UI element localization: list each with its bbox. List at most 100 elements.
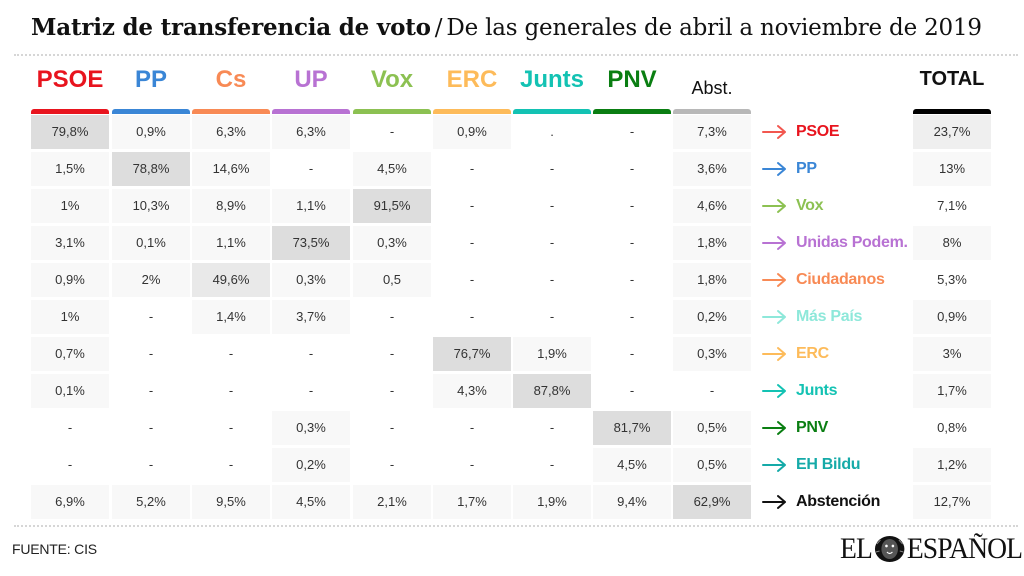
total-cell: 1,2% [913,448,991,482]
arrow-right-icon [762,310,786,324]
column-bar-psoe [31,109,109,114]
matrix-cell: 1,5% [31,152,109,186]
total-cell: 0,9% [913,300,991,334]
matrix-cell: 4,5% [593,448,671,482]
matrix-cell: - [433,189,511,223]
matrix-cell: 3,1% [31,226,109,260]
column-bar-pp [112,109,190,114]
matrix-cell: 6,9% [31,485,109,519]
row-label-pp: PP [760,152,817,186]
matrix-cell: - [112,411,190,445]
matrix-cell: 1,9% [513,485,591,519]
matrix-cell: - [192,448,270,482]
matrix-cell: 1,8% [673,263,751,297]
matrix-cell: - [433,226,511,260]
matrix-cell: - [272,374,350,408]
column-bar-vox [353,109,431,114]
matrix-cell: 81,7% [593,411,671,445]
row-label-text: Vox [796,197,824,214]
total-cell: 1,7% [913,374,991,408]
matrix-cell: 8,9% [192,189,270,223]
arrow-right-icon [762,495,786,509]
matrix-cell: 0,9% [112,115,190,149]
column-header-up: UP [294,66,328,93]
arrow-right-icon [762,347,786,361]
title-separator: / [434,15,443,41]
matrix-cell: 0,3% [272,263,350,297]
column-header-psoe: PSOE [36,66,104,93]
matrix-cell: 73,5% [272,226,350,260]
arrow-right-icon [762,273,786,287]
matrix-cell: 1,8% [673,226,751,260]
matrix-cell: 91,5% [353,189,431,223]
matrix-cell: 78,8% [112,152,190,186]
total-cell: 5,3% [913,263,991,297]
matrix-cell: 76,7% [433,337,511,371]
row-label-vox: Vox [760,189,824,223]
matrix-cell: 4,3% [433,374,511,408]
row-label-erc: ERC [760,337,829,371]
matrix-cell: - [433,152,511,186]
column-bar-cs [192,109,270,114]
matrix-cell: - [593,263,671,297]
row-label-eh-bildu: EH Bildu [760,448,861,482]
chart-title: Matriz de transferencia de voto / De las g… [31,14,982,41]
row-label-text: EH Bildu [796,456,861,473]
matrix-cell: - [513,448,591,482]
matrix-cell: 1,1% [192,226,270,260]
row-label-abstenci-n: Abstención [760,485,880,519]
matrix-cell: 6,3% [272,115,350,149]
matrix-cell: 87,8% [513,374,591,408]
row-label-text: Abstención [796,493,881,510]
matrix-cell: 0,5 [353,263,431,297]
row-label-unidas-podem-: Unidas Podem. [760,226,908,260]
matrix-cell: - [112,448,190,482]
matrix-cell: - [513,226,591,260]
row-label-text: Más País [796,308,863,325]
lion-icon [874,536,905,562]
matrix-cell: - [593,115,671,149]
matrix-cell: - [192,411,270,445]
source-note: FUENTE: CIS [12,541,97,557]
column-header-junts: Junts [519,66,584,93]
matrix-cell: - [192,374,270,408]
matrix-cell: 3,7% [272,300,350,334]
matrix-cell: 7,3% [673,115,751,149]
matrix-cell: - [112,374,190,408]
matrix-cell: - [513,300,591,334]
matrix-cell: - [353,115,431,149]
brand-right: ESPAÑOL [906,532,1023,565]
matrix-cell: 0,5% [673,411,751,445]
matrix-cell: - [673,374,751,408]
row-label-text: Ciudadanos [796,271,885,288]
matrix-cell: 0,3% [353,226,431,260]
column-header-pp: PP [134,66,167,93]
column-header-erc: ERC [446,66,498,93]
matrix-cell: - [593,189,671,223]
matrix-cell: 4,5% [272,485,350,519]
row-label-text: Junts [796,382,838,399]
matrix-cell: - [433,411,511,445]
matrix-cell: 0,2% [673,300,751,334]
total-cell: 13% [913,152,991,186]
matrix-cell: 0,9% [433,115,511,149]
matrix-cell: 1,1% [272,189,350,223]
column-header-vox: Vox [370,66,414,93]
row-label-text: PP [796,160,817,177]
matrix-cell: 1% [31,300,109,334]
column-bar-erc [433,109,511,114]
arrow-right-icon [762,199,786,213]
total-cell: 12,7% [913,485,991,519]
matrix-cell: - [433,300,511,334]
row-label-text: Unidas Podem. [796,234,908,251]
matrix-cell: 14,6% [192,152,270,186]
matrix-cell: 0,1% [112,226,190,260]
matrix-cell: 0,5% [673,448,751,482]
matrix-cell: - [353,411,431,445]
matrix-cell: 0,3% [673,337,751,371]
total-cell: 7,1% [913,189,991,223]
matrix-cell: 3,6% [673,152,751,186]
column-bar-abst [673,109,751,114]
matrix-cell: - [272,152,350,186]
matrix-cell: - [272,337,350,371]
